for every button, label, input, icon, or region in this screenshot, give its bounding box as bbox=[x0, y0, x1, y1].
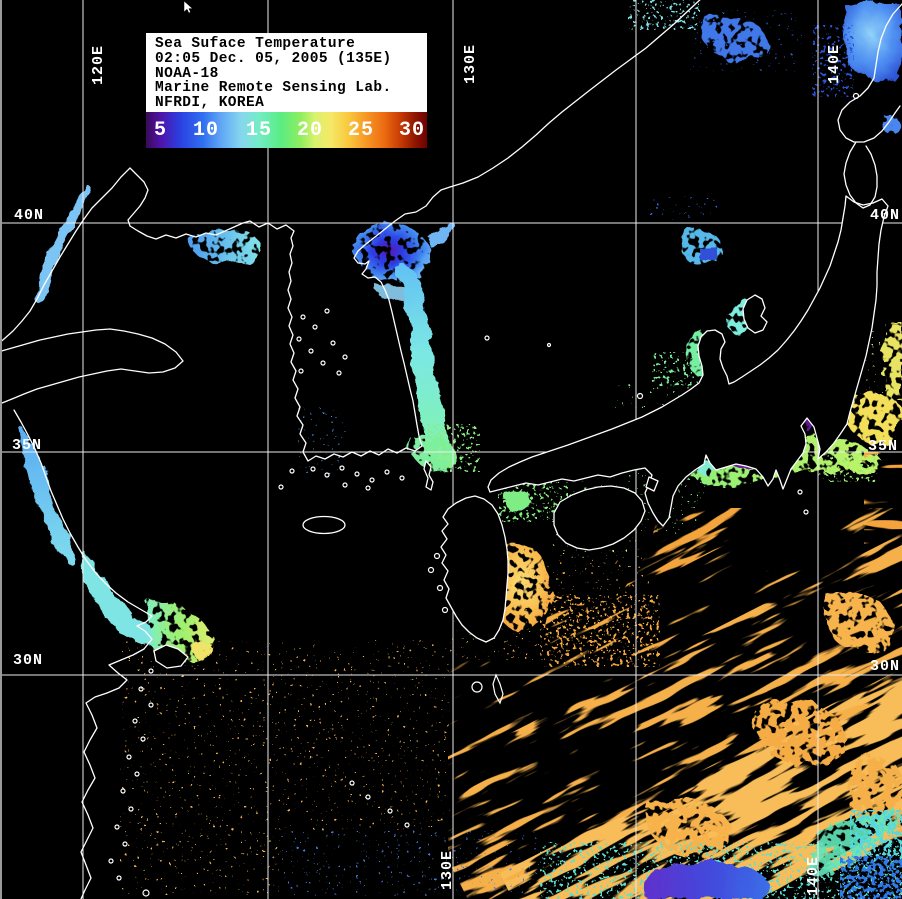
colorbar-tick-25: 25 bbox=[348, 119, 375, 142]
lat-label-40n-left: 40N bbox=[14, 207, 44, 224]
colorbar-tick-15: 15 bbox=[246, 119, 273, 142]
island-tsushima bbox=[423, 460, 434, 491]
coastline-kyushu bbox=[440, 495, 509, 643]
coastline-hokkaido-west bbox=[837, 3, 902, 143]
lab-name: Marine Remote Sensing Lab. bbox=[155, 80, 392, 97]
mouse-cursor bbox=[183, 0, 194, 14]
map-datetime: 02:05 Dec. 05, 2005 (135E) bbox=[155, 50, 392, 67]
island-yakushima bbox=[471, 681, 483, 693]
satellite-name: NOAA-18 bbox=[155, 65, 219, 82]
lat-label-35n-left: 35N bbox=[12, 437, 42, 454]
coastline-honshu bbox=[487, 195, 889, 527]
lat-label-40n-right: 40N bbox=[870, 207, 900, 224]
lon-label-130e-top: 130E bbox=[462, 44, 479, 84]
sst-patches bbox=[20, 0, 902, 899]
lon-label-140e-bottom: 140E bbox=[805, 856, 822, 896]
island-jeju bbox=[302, 515, 346, 535]
coastline-oshima bbox=[843, 141, 878, 209]
island-sado bbox=[742, 294, 768, 334]
island-zhoushan bbox=[153, 644, 189, 669]
grid-labels: 120E 130E 140E 130E 140E 40N 35N 30N 40N… bbox=[12, 44, 900, 896]
coastline-china-east bbox=[13, 409, 153, 899]
colorbar-tick-5: 5 bbox=[154, 119, 168, 142]
org-name: NFRDI, KOREA bbox=[155, 95, 265, 112]
island-awaji bbox=[645, 476, 659, 492]
lat-label-30n-left: 30N bbox=[13, 652, 43, 669]
island-tanegashima bbox=[492, 673, 504, 705]
info-panel: Sea Suface Temperature 02:05 Dec. 05, 20… bbox=[146, 33, 427, 112]
coastline-russia-korea-china bbox=[0, 0, 701, 462]
map-title: Sea Suface Temperature bbox=[155, 36, 356, 52]
temperature-colorbar: 5 10 15 20 25 30 bbox=[146, 112, 427, 148]
colorbar-tick-30: 30 bbox=[399, 119, 426, 142]
lon-label-140e-top: 140E bbox=[826, 44, 843, 84]
coastline-shandong bbox=[0, 328, 184, 404]
lat-label-30n-right: 30N bbox=[870, 658, 900, 675]
lon-label-130e-bottom: 130E bbox=[439, 850, 456, 890]
colorbar-tick-10: 10 bbox=[193, 119, 220, 142]
small-islands bbox=[108, 92, 860, 897]
colorbar-tick-20: 20 bbox=[297, 119, 324, 142]
lat-label-35n-right: 35N bbox=[868, 438, 898, 455]
coastline-shikoku bbox=[553, 485, 646, 551]
lon-label-120e-top: 120E bbox=[90, 45, 107, 85]
window-edge bbox=[0, 0, 2, 899]
